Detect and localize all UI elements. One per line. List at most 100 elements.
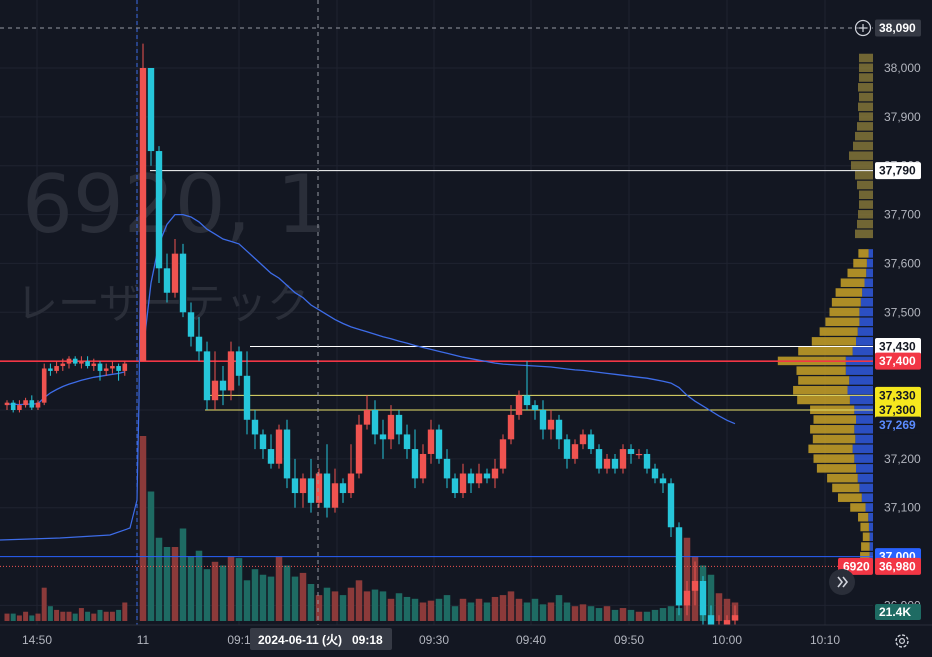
profile-bar-gold [816,464,856,473]
vwap-anchor-line [0,199,142,541]
candle-body [139,68,147,362]
volume-bar [4,613,10,621]
watermark-code: 6920, 1 [22,158,327,251]
candle-body [48,368,53,371]
candle-body [29,400,35,408]
add-alert-button[interactable] [853,18,873,38]
candle-body [523,395,531,406]
volume-bar [35,613,41,621]
profile-bar-thin [858,210,873,219]
price-label-vwap: 37,269 [879,418,916,432]
profile-bar-gold [812,434,856,444]
candle-body [571,444,579,459]
candle-body [435,429,443,459]
time-axis-background [0,625,932,655]
candle-body [427,429,435,454]
profile-bar-thin [858,102,873,112]
volume-bar [227,556,235,621]
profile-bar-blue [856,337,873,346]
crosshair-price-label: 38,090 [879,21,916,35]
scroll-to-realtime-button[interactable] [829,569,855,595]
candle-body [10,402,16,410]
profile-bar-thin [859,73,873,82]
candle-body [79,361,84,364]
crosshair-time-label: 09:18 [352,633,383,647]
profile-bar-gold [798,346,853,356]
candle-body [619,449,627,469]
profile-bar-blue [845,366,873,375]
profile-bar-blue [868,249,873,258]
price-axis[interactable]: 36,90037,00037,10037,20037,30037,40037,5… [873,0,932,625]
volume-bar [643,611,651,621]
candle-body [259,434,267,450]
candle-body [563,439,571,459]
candle-body [547,419,555,430]
chart-settings-button[interactable] [891,630,913,652]
volume-bar [595,608,603,621]
volume-bar [122,602,128,621]
profile-bar-blue [849,395,873,405]
profile-bar-blue [861,493,873,502]
time-axis[interactable]: 14:50 11 09:1 09:30 09:40 09:50 10:00 10:10 2024… [0,624,932,655]
profile-bar-gold [811,337,856,346]
candle-body [116,366,121,371]
volume-bar [16,615,22,621]
profile-bar-thin [859,190,873,200]
candle-body [299,478,307,494]
volume-bar [211,561,219,621]
volume-bar [523,602,531,621]
candle-body [35,402,41,408]
candle-body [227,351,235,391]
candle-body [459,473,467,494]
profile-bar-gold [810,425,855,434]
volume-bar [587,606,595,621]
candle-body [17,405,22,410]
profile-bar-gold [796,366,846,375]
candle-body [731,615,739,621]
volume-bar [139,436,147,621]
volume-bar [66,611,72,621]
price-label-last: 36,980 [879,559,916,573]
profile-bar-gold [847,268,867,278]
candle-body [507,414,515,440]
volume-bar [619,608,627,621]
profile-bar-gold [850,503,866,512]
candle-body [85,361,90,367]
volume-bar [411,598,419,621]
profile-bar-thin [858,83,873,92]
volume-bar [403,596,411,621]
profile-bar-gold [793,385,848,395]
candle-body [203,351,211,401]
volume-bar [419,602,427,621]
candle-body [72,358,78,364]
candle-body [195,336,203,352]
price-label-box [875,337,921,355]
volume-bar [475,598,483,621]
volume-bar [339,595,347,621]
profile-bar-blue [852,346,873,356]
price-axis-background [873,0,932,625]
volume-bar [659,608,667,621]
profile-bar-blue [854,454,873,463]
volume-label: 21.4K [879,605,911,619]
candle-body [371,409,379,435]
candle-body [515,395,523,415]
price-tick-label: 38,000 [884,61,921,75]
candle-body [539,409,547,430]
candle-body [355,424,363,474]
volume-bar [539,604,547,621]
volume-bar [155,537,163,621]
volume-bar [54,609,60,621]
price-labels: 37,79037,43037,40037,33037,30037,26937,0… [838,19,921,620]
candles [4,43,739,645]
volume-bar [163,547,171,621]
volume-bar [435,598,443,621]
candle-body [667,483,675,528]
profile-bar-gold [819,327,858,336]
volume-bar [291,576,299,621]
volume-bar [78,608,84,621]
time-tick-label: 09:50 [614,633,644,647]
candle-body [675,527,683,606]
profile-bar-thin [859,200,873,209]
